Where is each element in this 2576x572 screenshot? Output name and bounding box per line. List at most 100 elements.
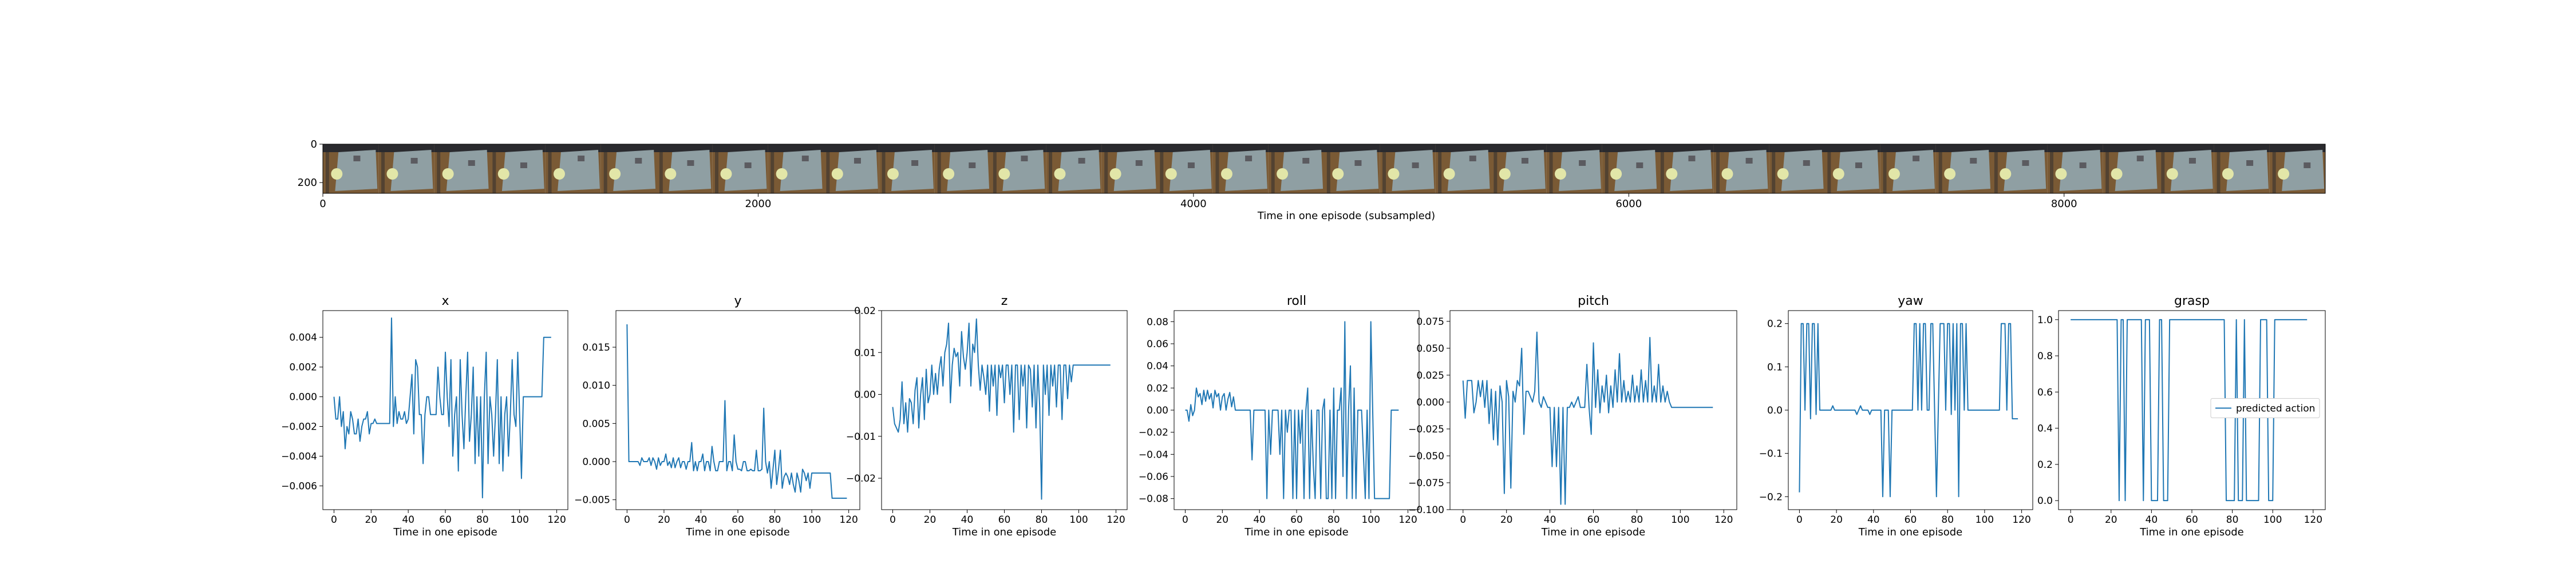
x-tick-label: 40 xyxy=(2146,514,2158,526)
frame-tray xyxy=(1725,150,1768,191)
strip-x-ticks: 0 2000 4000 6000 8000 xyxy=(319,193,2077,210)
frame-tray xyxy=(1058,150,1101,191)
frame-top-band xyxy=(2047,144,2103,152)
y-tick-label: −0.02 xyxy=(846,473,876,484)
frame-top-band xyxy=(1602,144,1658,152)
series-line xyxy=(333,317,551,499)
frame-edge xyxy=(659,152,663,193)
frame-thumbnail xyxy=(1046,144,1102,193)
y-tick-label: −0.006 xyxy=(281,480,317,492)
frame-top-band xyxy=(768,144,824,152)
frame-edge xyxy=(1827,152,1831,193)
x-tick-label: 120 xyxy=(839,514,858,526)
frame-thumbnail xyxy=(2269,144,2325,193)
x-axis-label: Time in one episode xyxy=(1858,526,1963,538)
frame-top-band xyxy=(2158,144,2214,152)
frame-tray xyxy=(724,150,767,191)
x-axis-label: Time in one episode xyxy=(952,526,1057,538)
frame-tray xyxy=(446,150,489,191)
frame-edge xyxy=(1994,152,1998,193)
frame-tray xyxy=(1670,150,1713,191)
y-tick-label: −0.01 xyxy=(846,431,876,443)
strip-x-tick-label: 2000 xyxy=(745,198,772,210)
frame-highlight xyxy=(1443,168,1455,180)
y-tick-label: 0.0 xyxy=(1767,405,1783,416)
frame-edge xyxy=(1883,152,1887,193)
x-tick-label: 20 xyxy=(1500,514,1513,526)
x-tick-label: 60 xyxy=(1290,514,1303,526)
series-line xyxy=(892,318,1111,500)
frame-tray xyxy=(891,150,934,191)
frame-top-band xyxy=(1101,144,1157,152)
frame-thumbnail xyxy=(1992,144,2048,193)
y-tick-label: 0.1 xyxy=(1767,362,1783,373)
frame-thumbnail xyxy=(990,144,1046,193)
frame-highlight xyxy=(1332,168,1344,180)
x-tick-label: 80 xyxy=(1327,514,1340,526)
frame-object xyxy=(1970,158,1977,164)
legend-box xyxy=(2210,398,2320,419)
frame-object xyxy=(1521,158,1528,164)
x-axis-label: Time in one episode xyxy=(393,526,497,538)
y-tick-label: 0.025 xyxy=(1416,370,1444,382)
frame-highlight xyxy=(1944,168,1956,180)
x-axis-label: Time in one episode xyxy=(1541,526,1646,538)
frame-object xyxy=(1354,160,1362,166)
frame-edge xyxy=(1549,152,1553,193)
frame-thumbnail xyxy=(600,144,657,193)
frame-object xyxy=(2246,160,2254,166)
frame-edge xyxy=(1049,152,1053,193)
frame-highlight xyxy=(1277,168,1289,180)
frame-highlight xyxy=(1777,168,1789,180)
frame-top-band xyxy=(323,144,379,152)
x-tick-label: 120 xyxy=(1398,514,1417,526)
x-tick-label: 20 xyxy=(2105,514,2117,526)
x-axis-label: Time in one episode xyxy=(2139,526,2244,538)
subplot-title: pitch xyxy=(1578,294,1609,308)
x-tick-label: 0 xyxy=(1460,514,1466,526)
frame-top-band xyxy=(1769,144,1825,152)
y-tick-label: −0.02 xyxy=(1139,427,1168,439)
frame-highlight xyxy=(331,168,343,180)
x-tick-label: 40 xyxy=(695,514,708,526)
x-tick-label: 0 xyxy=(624,514,630,526)
frame-highlight xyxy=(1554,168,1566,180)
subplot-title: grasp xyxy=(2174,294,2210,308)
y-tick-label: −0.04 xyxy=(1139,449,1168,460)
x-tick-label: 100 xyxy=(510,514,528,526)
y-tick-label: 0.8 xyxy=(2037,351,2053,362)
frame-strip xyxy=(323,144,2325,193)
frame-edge xyxy=(826,152,830,193)
frame-top-band xyxy=(2214,144,2270,152)
y-tick-label: 0.01 xyxy=(854,347,876,359)
x-tick-label: 0 xyxy=(331,514,337,526)
subplot-title: roll xyxy=(1287,294,1306,308)
frame-top-band xyxy=(600,144,657,152)
frame-top-band xyxy=(1046,144,1102,152)
x-tick-label: 60 xyxy=(2186,514,2198,526)
frame-highlight xyxy=(720,168,732,180)
frame-top-band xyxy=(1713,144,1769,152)
frame-highlight xyxy=(1388,168,1400,180)
frame-edge xyxy=(1772,152,1776,193)
frame-edge xyxy=(1938,152,1942,193)
frame-highlight xyxy=(998,168,1010,180)
y-tick-label: −0.002 xyxy=(281,422,317,433)
frame-object xyxy=(1021,156,1028,161)
frame-top-band xyxy=(2103,144,2159,152)
frame-tray xyxy=(1225,150,1267,191)
series-line xyxy=(1462,331,1713,505)
frame-object xyxy=(1412,162,1419,168)
x-tick-label: 60 xyxy=(998,514,1011,526)
x-tick-label: 80 xyxy=(1036,514,1048,526)
frame-edge xyxy=(1271,152,1275,193)
frame-object xyxy=(687,160,694,166)
strip-x-tick-label: 4000 xyxy=(1180,198,1207,210)
x-tick-label: 60 xyxy=(1587,514,1600,526)
frame-highlight xyxy=(2278,168,2290,180)
frame-highlight xyxy=(831,168,843,180)
frame-top-band xyxy=(712,144,768,152)
frame-edge xyxy=(2105,152,2109,193)
frame-tray xyxy=(1948,150,1991,191)
legend-label: predicted action xyxy=(2236,403,2315,415)
